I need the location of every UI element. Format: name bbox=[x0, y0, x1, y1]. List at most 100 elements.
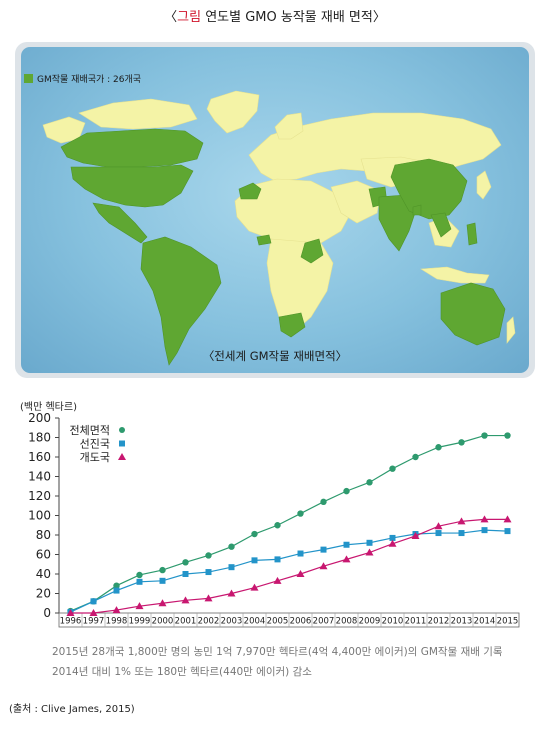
data-point bbox=[435, 530, 442, 537]
figure-title: 〈그림 연도별 GMO 농작물 재배 면적〉 bbox=[0, 6, 550, 25]
sudan bbox=[300, 238, 324, 264]
data-point bbox=[297, 510, 304, 517]
data-point bbox=[457, 517, 466, 525]
x-tick-label: 1996 bbox=[60, 617, 82, 627]
legend-label: 전체면적 bbox=[70, 424, 110, 437]
data-point bbox=[388, 539, 397, 547]
gm-country-swatch bbox=[24, 74, 33, 83]
myanmar-vietnam bbox=[430, 212, 452, 238]
data-point bbox=[481, 432, 488, 439]
data-point bbox=[159, 577, 166, 584]
y-tick-label: 20 bbox=[36, 587, 51, 601]
data-point bbox=[89, 609, 98, 616]
data-point bbox=[320, 498, 327, 506]
data-point bbox=[389, 465, 396, 472]
x-tick-label: 2004 bbox=[244, 617, 266, 627]
data-point bbox=[366, 539, 373, 546]
y-tick-label: 120 bbox=[28, 489, 51, 503]
data-point bbox=[159, 566, 166, 574]
data-point bbox=[228, 543, 235, 550]
data-point bbox=[274, 556, 281, 563]
world-map bbox=[21, 47, 529, 373]
figure-title-rest: 연도별 GMO 농작물 재배 면적〉 bbox=[201, 10, 386, 25]
china bbox=[390, 158, 468, 220]
data-point bbox=[458, 439, 465, 446]
legend-marker bbox=[119, 440, 125, 447]
map-legend: GM작물 재배국가 : 26개국 bbox=[24, 72, 141, 85]
y-tick-label: 60 bbox=[36, 548, 51, 562]
x-tick-label: 2001 bbox=[175, 617, 197, 627]
figure-title-accent: 그림 bbox=[177, 10, 202, 25]
data-point bbox=[480, 515, 489, 523]
scandinavia bbox=[274, 112, 304, 140]
data-point bbox=[135, 602, 144, 610]
y-tick-label: 100 bbox=[28, 509, 51, 523]
x-tick-label: 2011 bbox=[405, 617, 427, 627]
map-caption: 〈전세계 GM작물 재배면적〉 bbox=[202, 349, 348, 363]
usa bbox=[70, 164, 194, 208]
data-point bbox=[320, 546, 327, 553]
data-point bbox=[365, 548, 374, 556]
data-point bbox=[274, 522, 281, 529]
canada bbox=[60, 128, 204, 168]
burkina-faso bbox=[256, 234, 272, 246]
data-point bbox=[136, 571, 143, 579]
data-point bbox=[273, 576, 282, 584]
x-tick-label: 2006 bbox=[290, 617, 312, 627]
new-zealand bbox=[506, 316, 516, 344]
data-point bbox=[66, 609, 75, 616]
y-tick-label: 0 bbox=[43, 606, 51, 620]
bangladesh bbox=[412, 204, 422, 216]
line-chart: 0 20 40 60 80 100 120 140 160 180 200 1996 1997 1998 1… bbox=[28, 411, 520, 628]
australia bbox=[440, 282, 506, 346]
y-tick-label: 200 bbox=[28, 411, 51, 425]
spain-portugal bbox=[238, 182, 262, 200]
x-tick-label: 2007 bbox=[313, 617, 335, 627]
x-tick-label: 2014 bbox=[474, 617, 496, 627]
legend-label: 개도국 bbox=[80, 451, 110, 464]
data-point bbox=[297, 550, 304, 557]
data-point bbox=[458, 530, 465, 537]
data-point bbox=[412, 453, 419, 461]
y-tick-label: 160 bbox=[28, 450, 51, 464]
data-point bbox=[504, 528, 511, 535]
mexico-central-america bbox=[92, 202, 148, 244]
x-tick-label: 2005 bbox=[267, 617, 289, 627]
data-point bbox=[251, 530, 258, 538]
data-point bbox=[319, 562, 328, 570]
y-tick-label: 40 bbox=[36, 567, 51, 581]
south-america bbox=[140, 236, 222, 366]
data-point bbox=[204, 594, 213, 602]
data-point bbox=[90, 598, 97, 605]
data-point bbox=[250, 583, 259, 591]
greenland bbox=[206, 90, 260, 134]
data-point bbox=[434, 522, 443, 530]
x-tick-label: 2002 bbox=[198, 617, 220, 627]
data-point bbox=[181, 596, 190, 604]
africa-north bbox=[234, 178, 354, 246]
data-point bbox=[481, 527, 488, 534]
y-tick-label: 80 bbox=[36, 528, 51, 542]
series-line bbox=[70, 529, 508, 613]
x-tick-label: 1999 bbox=[129, 617, 151, 627]
x-tick-label: 2000 bbox=[152, 617, 174, 627]
legend-label: 선진국 bbox=[80, 438, 110, 451]
data-point bbox=[251, 557, 258, 564]
legend-marker bbox=[119, 427, 125, 433]
data-point bbox=[389, 534, 396, 541]
data-point bbox=[503, 515, 512, 523]
series-line bbox=[70, 518, 508, 614]
series-line bbox=[70, 434, 508, 612]
indonesia bbox=[420, 266, 490, 284]
middle-east bbox=[330, 180, 382, 224]
x-tick-label: 2008 bbox=[336, 617, 358, 627]
x-tick-label: 2009 bbox=[359, 617, 381, 627]
source-citation: (출처 : Clive James, 2015) bbox=[9, 704, 135, 715]
data-point bbox=[228, 564, 235, 571]
data-point bbox=[205, 552, 212, 559]
japan bbox=[476, 170, 492, 200]
data-point bbox=[113, 587, 120, 594]
figure-title-open: 〈 bbox=[164, 10, 178, 25]
data-point bbox=[296, 570, 305, 577]
data-point bbox=[136, 578, 143, 585]
